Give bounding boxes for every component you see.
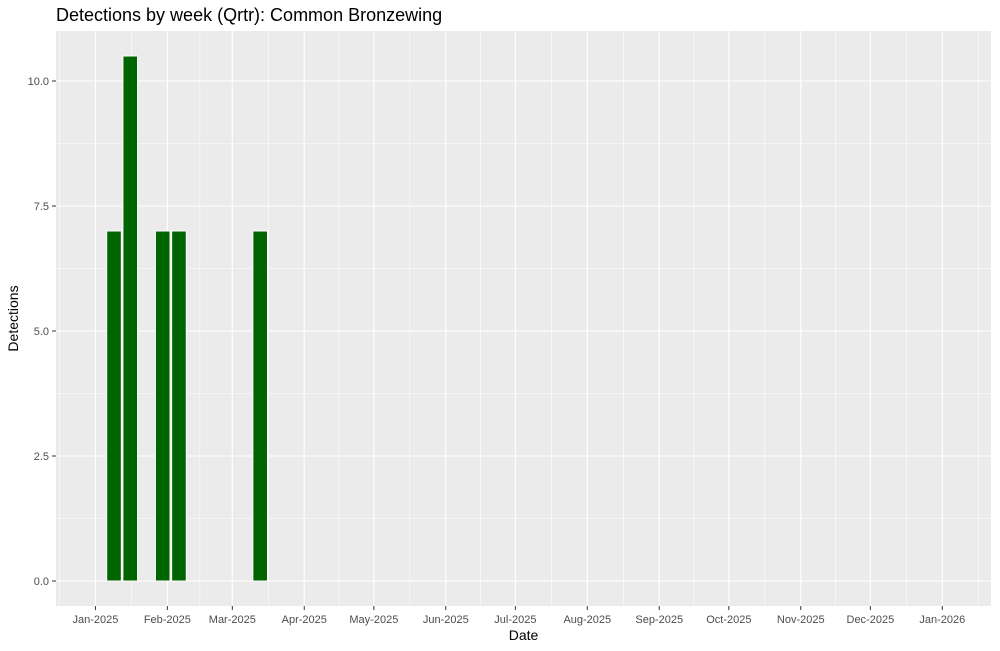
bar (252, 230, 268, 582)
x-tick-label: Feb-2025 (144, 614, 191, 626)
x-tick-label: Oct-2025 (706, 614, 751, 626)
x-tick-label: Jul-2025 (494, 614, 536, 626)
bar (106, 230, 122, 582)
x-tick-label: Sep-2025 (635, 614, 683, 626)
x-tick-label: Jun-2025 (423, 614, 469, 626)
bar (122, 55, 139, 582)
x-tick-label: Mar-2025 (209, 614, 256, 626)
bar (154, 230, 171, 582)
bars (106, 55, 268, 582)
x-tick-label: Dec-2025 (847, 614, 895, 626)
bar (171, 230, 187, 582)
x-axis-title: Date (509, 627, 539, 643)
y-tick-label: 10.0 (28, 76, 49, 88)
y-axis: 0.0 2.5 5.0 7.5 10.0 (28, 76, 56, 588)
x-tick-label: Nov-2025 (777, 614, 825, 626)
y-axis-title: Detections (5, 285, 21, 351)
x-tick-label: Aug-2025 (563, 614, 611, 626)
y-tick-label: 5.0 (34, 326, 49, 338)
y-tick-label: 0.0 (34, 576, 49, 588)
chart-title: Detections by week (Qrtr): Common Bronze… (56, 5, 442, 25)
x-tick-label: May-2025 (349, 614, 398, 626)
y-tick-label: 2.5 (34, 451, 49, 463)
y-tick-label: 7.5 (34, 201, 49, 213)
x-axis: Jan-2025 Feb-2025 Mar-2025 Apr-2025 May-2025… (73, 606, 965, 626)
plot-panel (56, 31, 991, 606)
x-tick-label: Apr-2025 (282, 614, 327, 626)
x-tick-label: Jan-2025 (73, 614, 119, 626)
x-tick-label: Jan-2026 (919, 614, 965, 626)
